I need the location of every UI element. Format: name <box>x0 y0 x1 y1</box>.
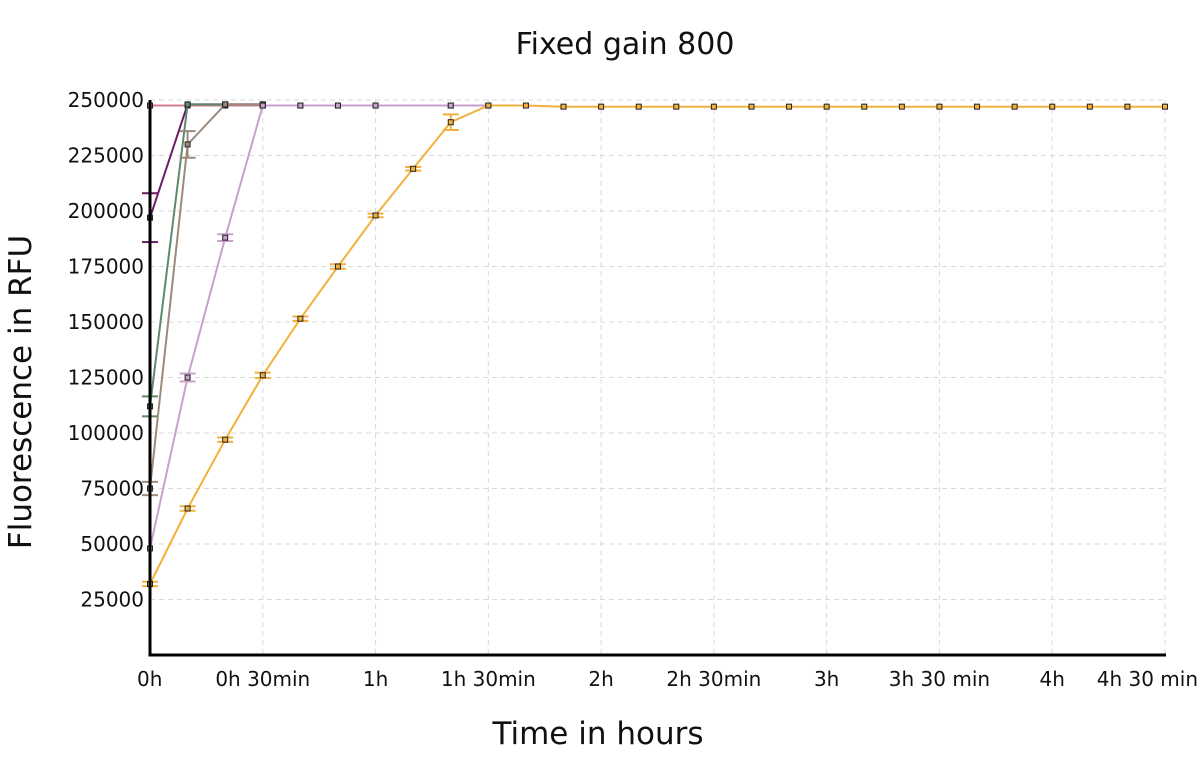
series-5-point-25 <box>1086 103 1093 110</box>
y-tick-label-5: 150000 <box>68 310 144 334</box>
x-tick-label-9: 4h 30 min <box>1097 667 1198 691</box>
x-tick-label-0: 0h <box>137 667 162 691</box>
y-tick-label-1: 50000 <box>80 532 144 556</box>
x-tick-label-3: 1h 30min <box>441 667 536 691</box>
grid-layer <box>150 99 1166 655</box>
series-3-point-2 <box>222 101 229 108</box>
y-tick-label-4: 125000 <box>68 366 144 390</box>
series-4-point-4 <box>297 102 304 109</box>
series-2-point-1 <box>184 101 191 108</box>
series-5 <box>142 102 1168 588</box>
series-4-point-6 <box>372 102 379 109</box>
series-5-point-18 <box>823 103 830 110</box>
series-5-point-12 <box>598 103 605 110</box>
x-tick-label-8: 4h <box>1040 667 1065 691</box>
series-5-point-22 <box>974 103 981 110</box>
series-5-point-16 <box>748 103 755 110</box>
series-5-point-21 <box>936 103 943 110</box>
series-1 <box>142 101 266 244</box>
series-5-point-10 <box>522 102 529 109</box>
series-4-point-7 <box>447 102 454 109</box>
series-4-point-3 <box>259 102 266 109</box>
series-5-point-19 <box>861 103 868 110</box>
series-5-point-14 <box>673 103 680 110</box>
series-5-point-4 <box>297 315 304 322</box>
series-5-point-8 <box>447 119 454 126</box>
y-axis-title: Fluorescence in RFU <box>3 235 39 549</box>
series-4 <box>147 102 492 552</box>
y-tick-label-2: 75000 <box>80 477 144 501</box>
y-tick-label-7: 200000 <box>68 199 144 223</box>
y-tick-label-6: 175000 <box>68 255 144 279</box>
series-5-point-13 <box>635 103 642 110</box>
series-4-point-2 <box>222 234 229 241</box>
y-tick-label-9: 250000 <box>68 88 144 112</box>
series-5-line <box>149 104 1165 585</box>
series-3-point-1 <box>184 141 191 148</box>
y-tick-labels: 25000 50000 75000 100000 125000 150000 175000 2… <box>68 88 144 612</box>
x-tick-labels: 0h 0h 30min 1h 1h 30min 2h 2h 30min 3h 3h 30 mi… <box>137 667 1198 691</box>
series-5-point-15 <box>710 103 717 110</box>
y-tick-label-8: 225000 <box>68 144 144 168</box>
y-tick-label-3: 100000 <box>68 421 144 445</box>
x-tick-label-4: 2h <box>588 667 613 691</box>
series-5-point-9 <box>485 102 492 109</box>
series-5-point-26 <box>1124 103 1131 110</box>
x-tick-label-2: 1h <box>363 667 388 691</box>
series-5-point-24 <box>1049 103 1056 110</box>
y-tick-label-0: 25000 <box>80 588 144 612</box>
x-tick-label-7: 3h 30 min <box>889 667 990 691</box>
series-1-line <box>149 103 263 219</box>
series-layer <box>142 101 1168 588</box>
x-axis-title: Time in hours <box>492 716 704 752</box>
series-5-point-6 <box>372 212 379 219</box>
x-tick-label-5: 2h 30min <box>666 667 761 691</box>
series-2 <box>142 101 266 418</box>
series-5-point-7 <box>410 165 417 172</box>
series-5-point-20 <box>898 103 905 110</box>
series-4-line <box>149 104 489 549</box>
series-3-line <box>149 103 263 489</box>
series-5-point-27 <box>1162 103 1168 110</box>
series-4-point-1 <box>184 374 191 381</box>
series-5-point-23 <box>1011 103 1018 110</box>
chart-title: Fixed gain 800 <box>516 27 735 62</box>
series-4-point-5 <box>334 102 341 109</box>
series-5-point-5 <box>334 263 341 270</box>
series-5-point-17 <box>786 103 793 110</box>
series-5-point-2 <box>222 436 229 443</box>
series-5-point-1 <box>184 505 191 512</box>
x-tick-label-1: 0h 30min <box>215 667 310 691</box>
series-5-point-11 <box>560 103 567 110</box>
series-5-point-3 <box>259 372 266 379</box>
series-2-line <box>149 103 263 407</box>
x-tick-label-6: 3h <box>814 667 839 691</box>
